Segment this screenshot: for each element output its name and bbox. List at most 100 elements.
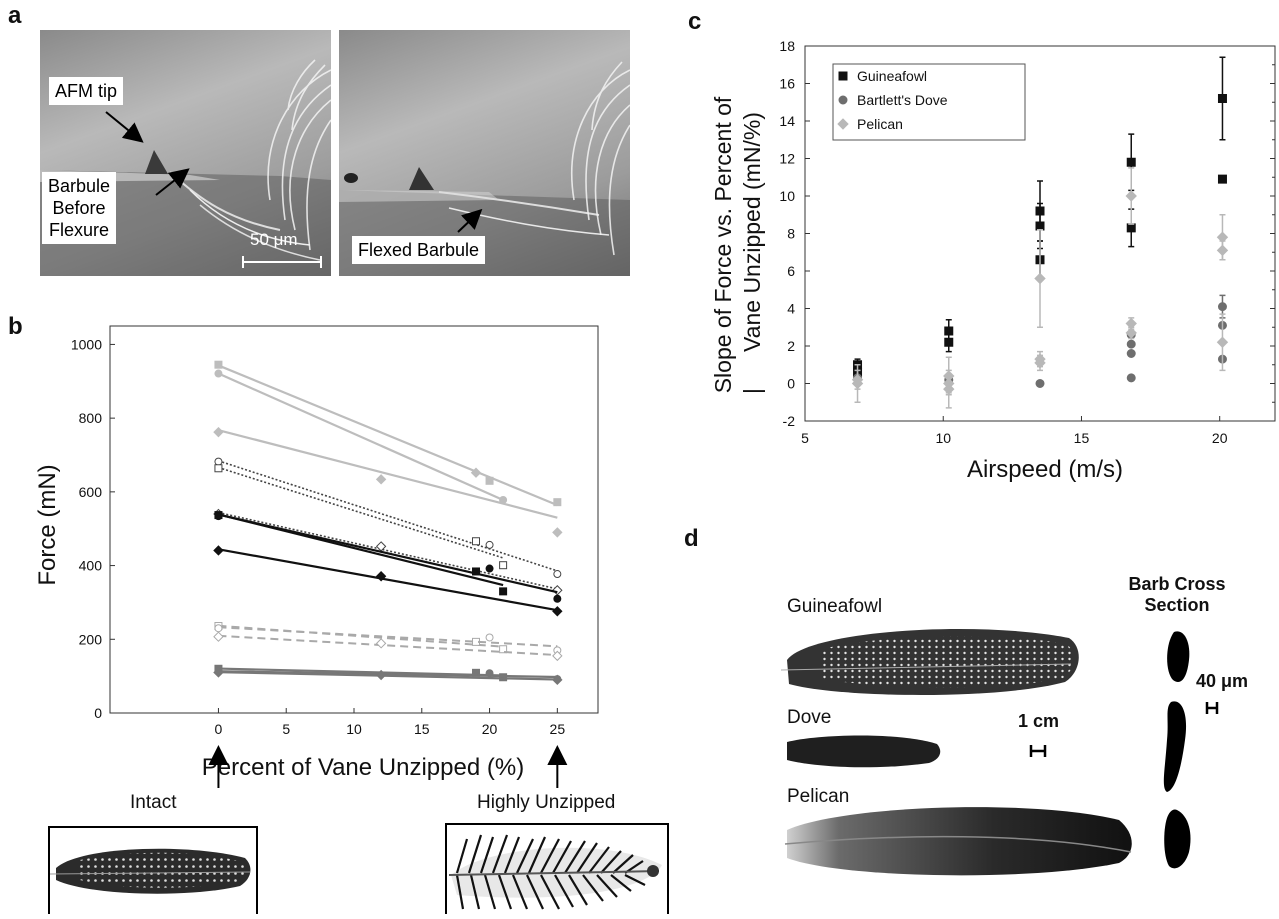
- guineafowl-feather-label: Guineafowl: [787, 596, 883, 617]
- intact-feather-drawing: [49, 848, 251, 894]
- data-point: [499, 645, 508, 654]
- data-point: [472, 567, 480, 576]
- y-tick-label: 2: [787, 338, 795, 354]
- data-point: [552, 527, 563, 538]
- data-point: [214, 512, 223, 521]
- scale-bar-50um-label: 50 μm: [250, 230, 298, 249]
- unzipped-feather-image: [445, 823, 669, 914]
- x-tick-label: 20: [482, 721, 498, 737]
- fit-line: [218, 364, 558, 507]
- data-point: [375, 638, 387, 649]
- y-tick-label: 200: [79, 631, 103, 647]
- fit-line: [218, 548, 558, 612]
- afm-tip-label: AFM tip: [49, 77, 124, 105]
- data-point: [1217, 94, 1227, 103]
- y-tick-label: -2: [783, 413, 796, 429]
- data-point: [1216, 336, 1229, 348]
- legend-marker: [838, 71, 848, 81]
- data-point: [552, 674, 563, 686]
- fit-line: [217, 372, 504, 501]
- data-point: [485, 564, 494, 573]
- data-point: [552, 606, 563, 617]
- sem-image-after: [339, 30, 630, 276]
- legend-label: Pelican: [857, 116, 903, 132]
- data-point: [485, 476, 494, 485]
- x-tick-label: 5: [282, 721, 290, 737]
- data-point: [1035, 221, 1045, 231]
- data-point: [1126, 157, 1136, 167]
- barb-cross-section-line-1: Barb Cross: [1128, 574, 1226, 594]
- guineafowl-barb-section: [1167, 631, 1190, 682]
- fit-line: [218, 466, 504, 559]
- dove-feather: [787, 735, 941, 768]
- x-tick-label: 5: [801, 430, 809, 446]
- data-point: [1125, 327, 1137, 339]
- data-point: [470, 467, 482, 478]
- x-tick-label: 15: [414, 721, 430, 737]
- dove-barb-section: [1163, 701, 1187, 792]
- data-point: [1125, 190, 1137, 202]
- panel-b-label: b: [8, 313, 23, 340]
- y-tick-label: 14: [779, 113, 795, 129]
- y-tick-label: 600: [79, 484, 103, 500]
- data-point: [485, 540, 494, 549]
- y-tick-label: 6: [787, 263, 795, 279]
- data-point: [472, 537, 480, 546]
- data-point: [499, 587, 508, 596]
- y-axis-label-line-1: Slope of Force vs. Percent of: [710, 96, 736, 393]
- legend-label: Guineafowl: [857, 68, 927, 84]
- panel-d-label: d: [684, 525, 699, 552]
- data-point: [375, 474, 387, 485]
- data-point: [214, 464, 223, 473]
- legend-marker: [837, 118, 849, 130]
- data-point: [214, 369, 223, 378]
- data-point: [1126, 223, 1136, 233]
- x-tick-label: 10: [935, 430, 951, 446]
- y-tick-label: 0: [94, 705, 102, 721]
- y-tick-label: 12: [779, 151, 795, 167]
- panel-d-drawings: [780, 629, 1219, 876]
- x-axis-label: Airspeed (m/s): [967, 456, 1123, 483]
- scale-1cm-label: 1 cm: [1018, 711, 1060, 731]
- legend-box: [832, 63, 1026, 141]
- fit-line: [218, 429, 558, 519]
- data-point: [213, 667, 224, 678]
- data-point: [214, 360, 223, 369]
- fit-line: [218, 460, 558, 572]
- data-point: [375, 571, 387, 582]
- data-point: [1126, 339, 1136, 349]
- data-point: [943, 377, 955, 390]
- barbule-before-label: Barbule Before Flexure: [42, 172, 117, 244]
- pelican-feather-label: Pelican: [787, 786, 850, 807]
- panel-c-label: c: [688, 8, 702, 35]
- plot-frame: [109, 325, 599, 714]
- data-point: [1034, 357, 1046, 369]
- scale-40um-label: 40 μm: [1196, 671, 1249, 691]
- pelican-barb-section: [1164, 809, 1191, 869]
- x-tick-label: 20: [1212, 430, 1228, 446]
- data-point: [1126, 349, 1136, 358]
- unzipped-feather-drawing: [448, 834, 662, 910]
- data-point: [213, 545, 224, 556]
- y-tick-label: 0: [787, 376, 795, 392]
- data-point: [214, 457, 223, 466]
- y-tick-label: 1000: [71, 336, 102, 352]
- data-point: [553, 498, 562, 507]
- data-point: [1217, 174, 1227, 184]
- barbule-before-line-2: Before: [52, 198, 106, 218]
- data-point: [552, 650, 563, 662]
- fit-line: [218, 634, 558, 657]
- highly-unzipped-label: Highly Unzipped: [477, 792, 616, 813]
- slope-chart: -2 0 2 4 6 8 10 12 14 16 18 5 10 15 20 Airspeed (m/s) Sl…: [710, 38, 1276, 483]
- dove-feather-label: Dove: [787, 707, 832, 728]
- x-tick-label: 10: [346, 721, 362, 737]
- panel-a-label: a: [8, 2, 22, 29]
- y-tick-label: 4: [787, 301, 795, 317]
- data-point: [375, 669, 387, 681]
- data-point: [485, 669, 494, 678]
- y-tick-label: 800: [79, 410, 103, 426]
- data-point: [1034, 272, 1046, 285]
- data-point: [1217, 302, 1227, 312]
- data-point: [213, 426, 224, 438]
- fit-line: [218, 624, 504, 648]
